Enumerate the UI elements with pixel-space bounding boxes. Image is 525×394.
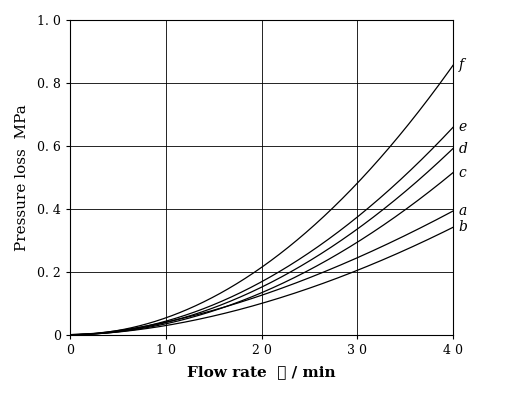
Text: a: a <box>459 204 467 218</box>
Text: d: d <box>459 141 468 156</box>
Text: e: e <box>459 120 467 134</box>
Text: b: b <box>459 220 468 234</box>
X-axis label: Flow rate  ℓ / min: Flow rate ℓ / min <box>187 365 336 379</box>
Text: c: c <box>459 165 467 180</box>
Y-axis label: Pressure loss  MPa: Pressure loss MPa <box>15 104 29 251</box>
Text: f: f <box>459 58 464 72</box>
